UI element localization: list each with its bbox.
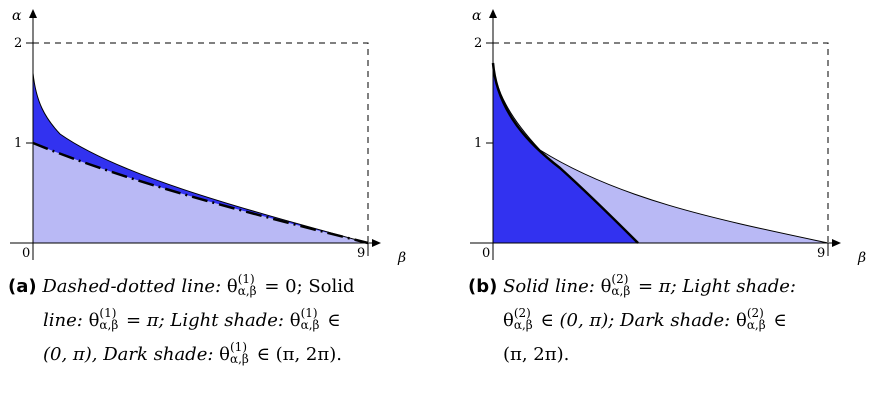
panel-a-dashed-dotted-line	[32, 141, 369, 245]
panel-b-y-tick-2: 2	[474, 36, 482, 51]
panel-a-light-shade	[33, 73, 368, 243]
panel-a-y-tick-2: 2	[14, 36, 22, 51]
panel-a-y-axis-label: α	[12, 8, 22, 24]
panel-b: α β 2 1 0 9	[470, 8, 866, 266]
panel-a-dark-shade	[33, 73, 368, 243]
panel-b-solid-line	[491, 62, 639, 244]
panel-b-x-tick-9: 9	[817, 246, 825, 261]
caption-b-text-4: ∈	[773, 310, 787, 331]
panel-a-x-tick-9: 9	[357, 246, 365, 261]
caption-a-tag: (a)	[8, 276, 37, 297]
caption-b-tag: (b)	[468, 276, 498, 297]
panel-b-x-axis-label: β	[857, 250, 866, 266]
caption-b: (b) Solid line: θ (2) α,β = π; Light shade…	[468, 272, 797, 365]
panel-b-x-tick-0: 0	[482, 246, 490, 261]
panel-a-solid-line	[32, 72, 369, 244]
caption-a-text-1: Dashed-dotted line:	[42, 276, 222, 297]
panel-a: α β 2 1 0 9	[10, 8, 406, 266]
theta-symbol: θ	[226, 276, 238, 297]
caption-a: (a) Dashed-dotted line: θ (1) α,β = 0; Sol…	[8, 272, 355, 366]
panel-a-x-axis-label: β	[397, 250, 406, 266]
caption-b-text-1: Solid line:	[503, 276, 595, 297]
panel-b-y-tick-1: 1	[474, 136, 482, 151]
panel-a-y-tick-1: 1	[14, 136, 22, 151]
panel-b-y-axis-label: α	[472, 8, 482, 24]
caption-b-text-3: ∈ (0, π); Dark shade:	[540, 310, 731, 331]
caption-a-text-6: (0, π), Dark shade:	[43, 344, 214, 365]
panel-b-dark-shade	[493, 63, 638, 243]
caption-a-text-5: ∈	[327, 310, 341, 331]
theta-sup: (1)	[237, 272, 255, 286]
caption-a-text-2: = 0; Solid	[264, 276, 355, 297]
theta-sub: α,β	[237, 284, 257, 298]
caption-a-text-7: ∈ (π, 2π).	[256, 344, 342, 365]
caption-b-text-2: = π; Light shade:	[638, 276, 797, 297]
caption-a-text-4: = π; Light shade:	[126, 310, 285, 331]
caption-a-text-3: line:	[43, 310, 83, 331]
caption-b-text-5: (π, 2π).	[503, 344, 570, 365]
panel-a-x-tick-0: 0	[22, 246, 30, 261]
